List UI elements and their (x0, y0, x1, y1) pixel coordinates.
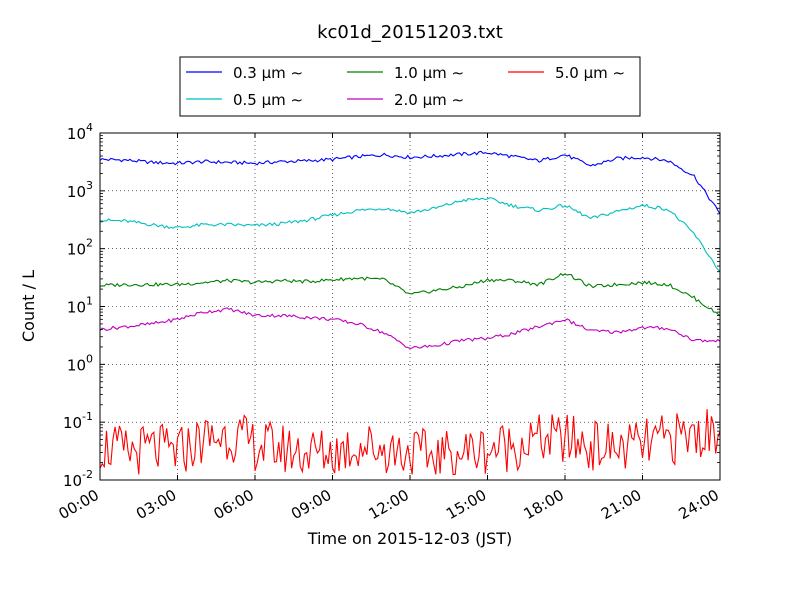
y-tick-label: 10-2 (63, 468, 93, 490)
legend-box (179, 56, 641, 117)
chart-title: kc01d_20151203.txt (317, 22, 503, 43)
series-line-1 (99, 150, 721, 215)
grid (100, 133, 720, 480)
legend-label-3: 1.0 μm ∼ (394, 64, 464, 82)
x-tick-label: 15:00 (443, 486, 489, 523)
series-line-4 (99, 307, 721, 349)
x-tick-label: 12:00 (366, 486, 412, 523)
x-tick-label: 06:00 (211, 486, 257, 523)
x-tick-label: 09:00 (288, 486, 334, 523)
y-tick-label: 103 (67, 179, 93, 201)
legend-label-1: 0.3 μm ∼ (233, 64, 303, 82)
series-line-3 (99, 272, 721, 316)
x-tick-label: 24:00 (676, 486, 722, 523)
y-tick-label: 100 (67, 352, 93, 374)
y-axis-label: Count / L (19, 270, 38, 342)
x-axis-label: Time on 2015-12-03 (JST) (307, 529, 512, 548)
legend: 0.3 μm ∼ 0.5 μm ∼ 1.0 μm ∼ 2.0 μm ∼ 5.0 μm ∼ (179, 56, 641, 117)
y-axis-ticks: 10-2 10-1 100 101 102 103 104 (63, 121, 720, 490)
legend-label-4: 2.0 μm ∼ (394, 91, 464, 109)
legend-label-5: 5.0 μm ∼ (555, 64, 625, 82)
x-tick-label: 00:00 (56, 486, 102, 523)
x-tick-label: 18:00 (521, 486, 567, 523)
series-layer (99, 150, 721, 475)
y-tick-label: 10-1 (63, 410, 93, 432)
x-tick-label: 03:00 (133, 486, 179, 523)
x-tick-label: 21:00 (598, 486, 644, 523)
y-tick-label: 101 (67, 295, 93, 317)
series-line-5 (99, 409, 721, 475)
y-tick-label: 102 (67, 237, 93, 259)
legend-label-2: 0.5 μm ∼ (233, 91, 303, 109)
y-tick-label: 104 (67, 121, 93, 143)
series-line-2 (99, 197, 721, 273)
